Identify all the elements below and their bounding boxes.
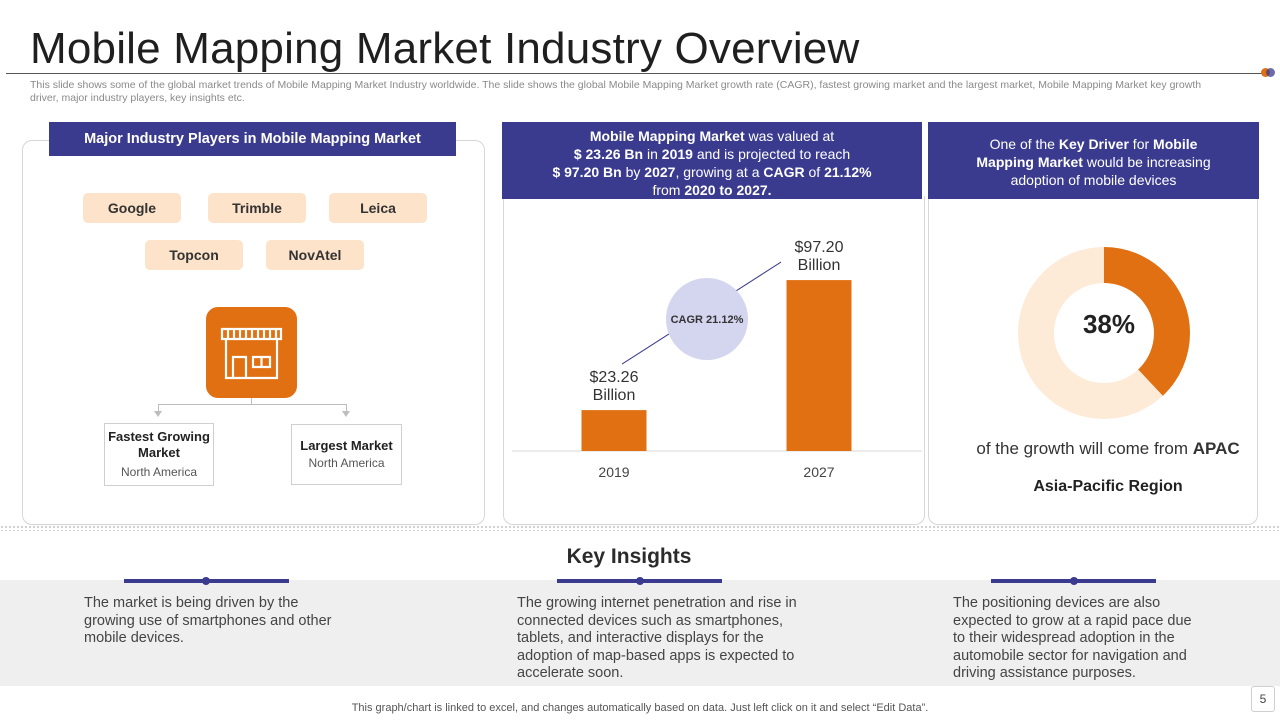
insight-text-1: The market is being driven by the growin… bbox=[84, 595, 332, 646]
donut-percent-label: 38% bbox=[1082, 309, 1136, 339]
page-number: 5 bbox=[1251, 686, 1275, 712]
player-pill-novatel: NovAtel bbox=[266, 240, 364, 270]
store-icon-tile bbox=[206, 307, 297, 398]
donut-arc-apac bbox=[1018, 247, 1190, 419]
growth-source-text: of the growth will come from APAC bbox=[976, 439, 1240, 458]
largest-market-title: Largest Market bbox=[300, 438, 393, 453]
fastest-growing-market-box: Fastest Growing Market North America bbox=[104, 423, 214, 486]
slide-subtitle: This slide shows some of the global mark… bbox=[30, 79, 1202, 104]
fastest-market-title-1: Fastest Growing bbox=[108, 429, 210, 444]
value-label-2019-1: $23.26 bbox=[590, 369, 639, 386]
player-pill-leica: Leica bbox=[329, 193, 427, 223]
insight-dot-1 bbox=[202, 577, 210, 585]
region-label: Asia-Pacific Region bbox=[1033, 478, 1183, 495]
value-label-2027-2: Billion bbox=[798, 257, 841, 274]
value-label-2027-1: $97.20 bbox=[795, 239, 844, 256]
player-pill-trimble: Trimble bbox=[208, 193, 306, 223]
players-header: Major Industry Players in Mobile Mapping… bbox=[49, 122, 456, 156]
bar-2027 bbox=[786, 280, 852, 451]
value-label-2019-2: Billion bbox=[593, 387, 636, 404]
cagr-circle bbox=[666, 278, 748, 360]
footer-note: This graph/chart is linked to excel, and… bbox=[351, 702, 929, 714]
largest-market-box: Largest Market North America bbox=[291, 424, 402, 485]
slide-title: Mobile Mapping Market Industry Overview bbox=[30, 24, 860, 73]
player-pill-google: Google bbox=[83, 193, 181, 223]
insight-dot-2 bbox=[636, 577, 644, 585]
insights-title: Key Insights bbox=[566, 545, 692, 568]
insight-text-2: The growing internet penetration and ris… bbox=[517, 595, 797, 681]
insight-dot-3 bbox=[1070, 577, 1078, 585]
fastest-market-value: North America bbox=[120, 465, 198, 479]
cagr-label: CAGR 21.12% bbox=[671, 314, 744, 326]
bar-2019 bbox=[581, 410, 647, 451]
market-size-header: Mobile Mapping Market was valued at $ 23… bbox=[502, 122, 922, 199]
largest-market-value: North America bbox=[308, 456, 385, 470]
title-divider bbox=[6, 73, 1268, 74]
key-driver-header: One of the Key Driver for Mobile Mapping… bbox=[928, 122, 1259, 199]
title-dots-decoration bbox=[1261, 68, 1275, 78]
store-icon bbox=[220, 327, 283, 380]
section-divider bbox=[0, 525, 1280, 531]
insights-band bbox=[0, 580, 1280, 686]
player-pill-topcon: Topcon bbox=[145, 240, 243, 270]
market-chart-panel bbox=[503, 196, 925, 525]
apac-donut-chart bbox=[1018, 247, 1190, 419]
x-tick-2027: 2027 bbox=[803, 464, 834, 480]
x-tick-2019: 2019 bbox=[598, 464, 629, 480]
fastest-market-title-2: Market bbox=[138, 445, 180, 460]
insight-text-3: The positioning devices are also expecte… bbox=[953, 595, 1192, 681]
